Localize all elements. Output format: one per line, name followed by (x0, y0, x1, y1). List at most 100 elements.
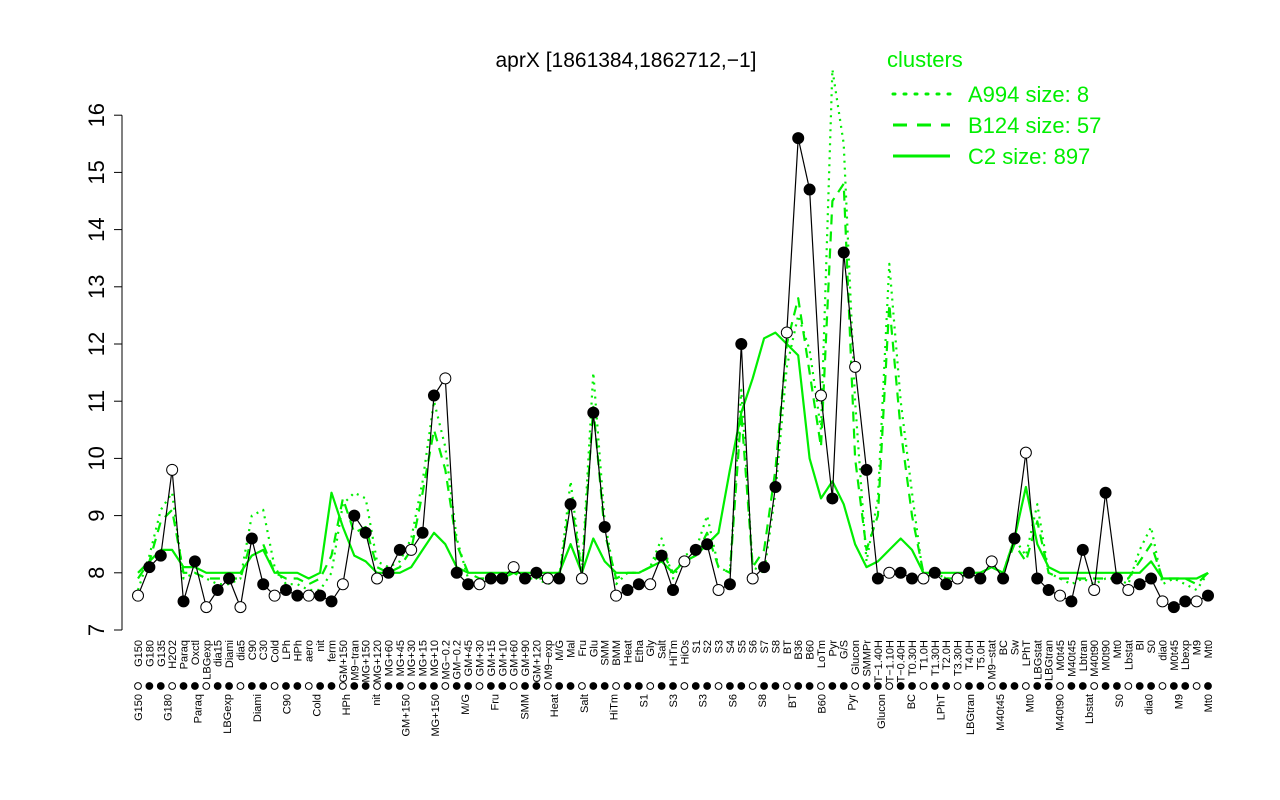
data-point (450, 566, 463, 579)
condition-marker (896, 682, 905, 690)
condition-marker (236, 682, 245, 690)
condition-marker (1113, 682, 1121, 690)
condition-marker (623, 682, 632, 690)
x-tick-label-top: LPh (281, 640, 293, 660)
data-point (291, 589, 304, 602)
data-point (1065, 595, 1078, 608)
data-point (951, 572, 964, 585)
x-tick-label-top: Lbstat (1123, 640, 1135, 670)
condition-markers (134, 682, 1212, 690)
x-tick-label-bottom: G150 (133, 694, 145, 721)
x-tick-label-bottom: dia0 (1144, 694, 1156, 715)
condition-marker (156, 682, 165, 690)
condition-marker (987, 682, 996, 690)
condition-marker (1135, 682, 1144, 690)
data-point (701, 538, 714, 551)
y-tick-label: 11 (84, 390, 109, 413)
x-tick-label-top: GM+45 (463, 640, 475, 676)
data-point (530, 566, 543, 579)
x-tick-label-top: B36 (793, 640, 805, 660)
condition-marker (612, 682, 620, 690)
y-tick-label: 14 (84, 217, 109, 241)
x-tick-label-bottom: G180 (163, 694, 175, 721)
data-point (496, 572, 509, 585)
data-point (439, 372, 452, 385)
x-tick-label-top: T−1.40H (873, 640, 885, 683)
data-point (814, 389, 827, 402)
data-point (166, 463, 179, 476)
condition-marker (316, 682, 325, 690)
x-tick-label-bottom: HiTm (609, 694, 621, 720)
data-point (257, 578, 270, 591)
condition-marker (726, 682, 734, 690)
x-tick-label-top: Fru (577, 640, 589, 657)
data-point (1190, 595, 1203, 608)
x-axis: G150 G180 G135 H2O2 Paraq Oxctl LBGexp dia15 Dia… (133, 639, 1215, 736)
x-tick-label-bottom: M/G (460, 694, 472, 715)
data-point (769, 481, 782, 493)
condition-marker (976, 682, 985, 690)
data-point (223, 572, 236, 585)
data-point (143, 561, 156, 574)
x-tick-label-bottom: Pyr (846, 694, 858, 711)
x-tick-label-top: MG+45 (395, 640, 407, 676)
data-point (507, 561, 520, 574)
x-tick-label-top: LBGexp (201, 640, 213, 680)
condition-marker (805, 682, 814, 690)
condition-marker (293, 682, 302, 690)
condition-marker (270, 682, 279, 690)
y-tick-label: 7 (84, 624, 109, 636)
condition-marker (600, 682, 609, 690)
x-tick-label-top: GM+15 (486, 640, 498, 676)
x-tick-label-top: T4.0H (964, 640, 976, 670)
data-point (780, 326, 793, 339)
data-point (154, 549, 167, 562)
condition-marker (532, 682, 541, 690)
data-point (564, 498, 577, 511)
x-tick-label-top: T3.30H (953, 640, 965, 676)
condition-marker (168, 682, 177, 690)
data-point (587, 406, 600, 419)
data-point (1122, 583, 1135, 596)
data-point (610, 589, 623, 602)
data-point (405, 543, 418, 556)
data-point (393, 543, 406, 556)
condition-marker (486, 682, 495, 690)
data-point (473, 578, 486, 591)
x-tick-label-top: dia0 (1158, 640, 1170, 661)
x-tick-label-top: GM+150 (338, 640, 350, 683)
condition-marker (1021, 682, 1030, 690)
condition-marker (1124, 682, 1133, 690)
x-tick-label-bottom: S8 (757, 694, 769, 707)
x-tick-label-top: MG−0.2 (440, 640, 452, 679)
condition-marker (1044, 682, 1053, 690)
x-tick-label-top: MG+15 (418, 640, 430, 676)
condition-marker (794, 682, 803, 690)
data-point (849, 360, 862, 373)
condition-marker (657, 682, 666, 690)
x-tick-label-bottom: C90 (282, 694, 294, 714)
condition-marker (578, 682, 586, 690)
x-tick-label-top: T−1.10H (884, 640, 896, 683)
x-tick-label-top: T0.30H (907, 640, 919, 676)
y-tick-label: 13 (84, 275, 109, 299)
x-tick-label-top: S7 (759, 640, 771, 653)
x-tick-label-top: Paraq (179, 640, 191, 669)
condition-marker (1056, 682, 1064, 690)
x-tick-label-top: Glucon (850, 640, 862, 675)
data-point (632, 578, 645, 591)
cluster-line-dashed (137, 182, 1209, 586)
x-tick-label-bottom: Salt (579, 694, 591, 713)
data-point (1031, 572, 1044, 585)
data-point (928, 566, 941, 579)
condition-marker (509, 682, 518, 690)
data-point (1019, 446, 1032, 459)
condition-marker (566, 682, 575, 690)
x-tick-label-top: G150 (133, 640, 145, 667)
x-tick-label-top: HiOs (679, 640, 691, 665)
x-tick-label-top: G/S (839, 640, 851, 659)
x-tick-label-bottom: Diami (252, 694, 264, 722)
y-tick-label: 10 (84, 446, 109, 470)
cluster-lines (136, 68, 1209, 592)
x-tick-label-bottom: LPhT (936, 694, 948, 721)
